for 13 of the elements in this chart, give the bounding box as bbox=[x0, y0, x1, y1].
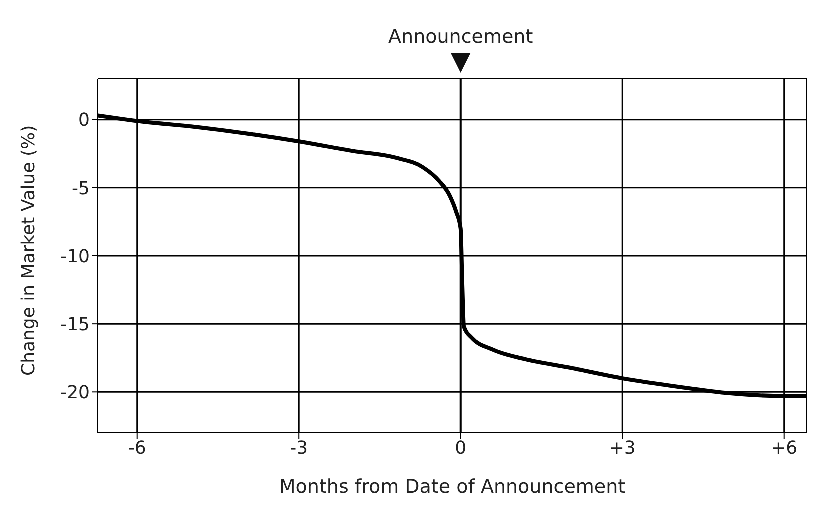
y-tick-label: 0 bbox=[78, 110, 90, 132]
x-tick-label: -6 bbox=[128, 438, 146, 459]
y-tick-label: -15 bbox=[60, 314, 90, 336]
y-axis-title: Change in Market Value (%) bbox=[18, 125, 40, 376]
x-tick-label: 0 bbox=[455, 438, 467, 459]
x-tick-label: +6 bbox=[771, 438, 798, 459]
y-tick-label: -5 bbox=[72, 178, 90, 200]
x-axis-title: Months from Date of Announcement bbox=[279, 476, 626, 498]
ref-line-label: Announcement bbox=[388, 26, 534, 48]
x-tick-label: -3 bbox=[290, 438, 308, 459]
y-tick-label: -10 bbox=[60, 246, 90, 268]
x-tick-label: +3 bbox=[609, 438, 636, 459]
y-tick-label: -20 bbox=[60, 382, 90, 404]
